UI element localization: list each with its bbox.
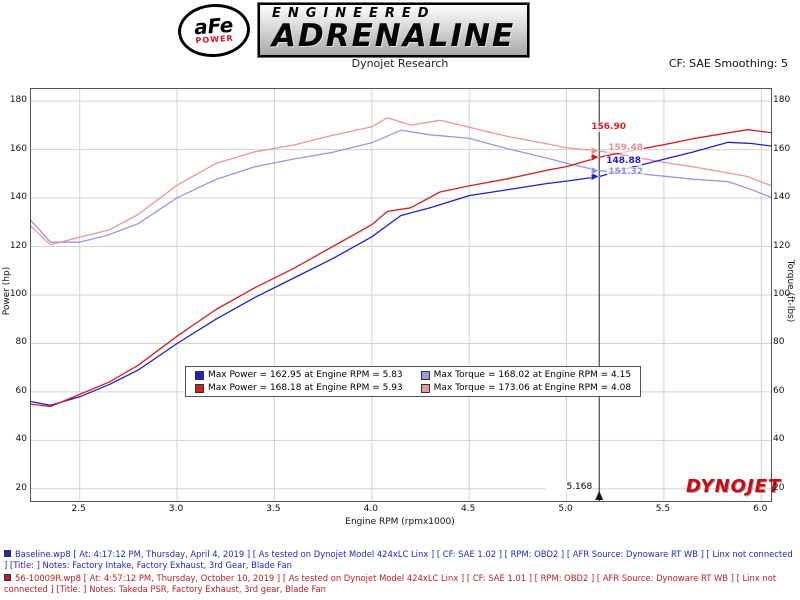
y-tick-left-label: 120: [9, 240, 27, 251]
run-color-swatch: [4, 573, 11, 581]
cursor-rpm-label: 5.168: [546, 482, 593, 492]
legend-label: Max Torque = 168.02 at Engine RPM = 4.15: [433, 370, 632, 380]
header: aFe POWER ENGINEERED ADRENALINE: [176, 1, 531, 59]
legend-label: Max Power = 162.95 at Engine RPM = 5.83: [208, 370, 403, 380]
run-info-footer: Baseline.wp8 [ At: 4:17:12 PM, Thursday,…: [4, 549, 797, 597]
curve-takeda-torque: [31, 117, 771, 246]
run-color-swatch: [4, 550, 11, 557]
brand-adrenaline-text: ADRENALINE: [272, 18, 516, 54]
x-axis-title: Engine RPM (rpmx1000): [345, 517, 455, 527]
cursor-marker: [590, 172, 600, 181]
y-tick-right-label: 80: [773, 337, 785, 348]
legend-item: Max Torque = 168.02 at Engine RPM = 4.15: [420, 370, 632, 380]
dyno-chart: Power (hp) Torque (ft-lbs) 156.90 159.48 1…: [0, 80, 800, 532]
legend-color-swatch: [195, 383, 204, 393]
x-tick-label: 2.5: [71, 504, 86, 514]
legend-item: Max Power = 162.95 at Engine RPM = 5.83: [195, 370, 403, 380]
plot-area: [30, 88, 772, 502]
legend-item: Max Power = 168.18 at Engine RPM = 5.93: [195, 383, 403, 393]
x-tick-label: 4.5: [460, 504, 476, 514]
afe-power-logo: aFe POWER: [176, 1, 252, 59]
y-tick-right-label: 40: [773, 434, 785, 445]
legend-box: Max Power = 162.95 at Engine RPM = 5.83 M…: [185, 366, 642, 397]
cursor-marker: [590, 166, 600, 176]
plot-svg: [31, 89, 771, 501]
run-text: 56-10009R.wp8 [ At: 4:57:12 PM, Thursday…: [4, 572, 777, 594]
y-tick-right-label: 140: [773, 192, 791, 203]
curve-takeda-power: [31, 129, 771, 408]
y-tick-right-label: 60: [773, 385, 785, 396]
afe-logo-power-text: POWER: [195, 32, 234, 45]
y-tick-left-label: 180: [9, 95, 27, 106]
y-tick-right-label: 100: [773, 289, 791, 299]
x-tick-label: 3.0: [168, 504, 184, 514]
y-tick-left-label: 160: [9, 143, 27, 154]
x-tick-label: 3.5: [266, 504, 281, 514]
x-tick-label: 6.0: [753, 504, 768, 514]
brand-engineered-text: ENGINEERED: [272, 6, 436, 21]
y-tick-right-label: 20: [773, 482, 785, 493]
dynojet-logo: DYNOJET: [686, 476, 782, 497]
x-tick-label: 5.5: [655, 504, 671, 514]
y-tick-left-label: 60: [15, 385, 27, 396]
y-tick-right-label: 180: [773, 95, 791, 106]
y-tick-left-label: 40: [15, 434, 27, 445]
afe-logo-text: aFe: [193, 11, 235, 39]
legend-label: Max Power = 168.18 at Engine RPM = 5.93: [208, 383, 403, 393]
smoothing-setting: CF: SAE Smoothing: 5: [668, 57, 788, 70]
footer-run-info: Baseline.wp8 [ At: 4:17:12 PM, Thursday,…: [4, 549, 797, 571]
y-tick-left-label: 140: [9, 192, 27, 203]
brand-banner: ENGINEERED ADRENALINE: [256, 2, 531, 58]
y-tick-left-label: 80: [15, 337, 27, 348]
y-tick-left-label: 100: [9, 289, 27, 299]
y-tick-left-label: 20: [15, 482, 27, 493]
x-tick-label: 5.0: [558, 504, 573, 514]
y-tick-right-label: 120: [773, 240, 791, 251]
footer-run-info: 56-10009R.wp8 [ At: 4:57:12 PM, Thursday…: [4, 573, 797, 595]
legend-color-swatch: [420, 383, 430, 393]
cursor-handle[interactable]: [595, 491, 604, 500]
cursor-marker: [590, 146, 600, 156]
curve-baseline-torque: [31, 129, 771, 243]
curve-baseline-power: [31, 141, 771, 406]
report-title: Dynojet Research: [351, 57, 449, 70]
legend-label: Max Torque = 173.06 at Engine RPM = 4.08: [433, 383, 632, 393]
x-tick-label: 4.0: [363, 504, 378, 514]
run-text: Baseline.wp8 [ At: 4:17:12 PM, Thursday,…: [4, 549, 793, 570]
legend-color-swatch: [195, 370, 204, 380]
legend-item: Max Torque = 173.06 at Engine RPM = 4.08: [420, 383, 632, 393]
legend-color-swatch: [420, 370, 430, 380]
cursor-marker: [590, 152, 600, 162]
y-tick-right-label: 160: [773, 143, 791, 154]
